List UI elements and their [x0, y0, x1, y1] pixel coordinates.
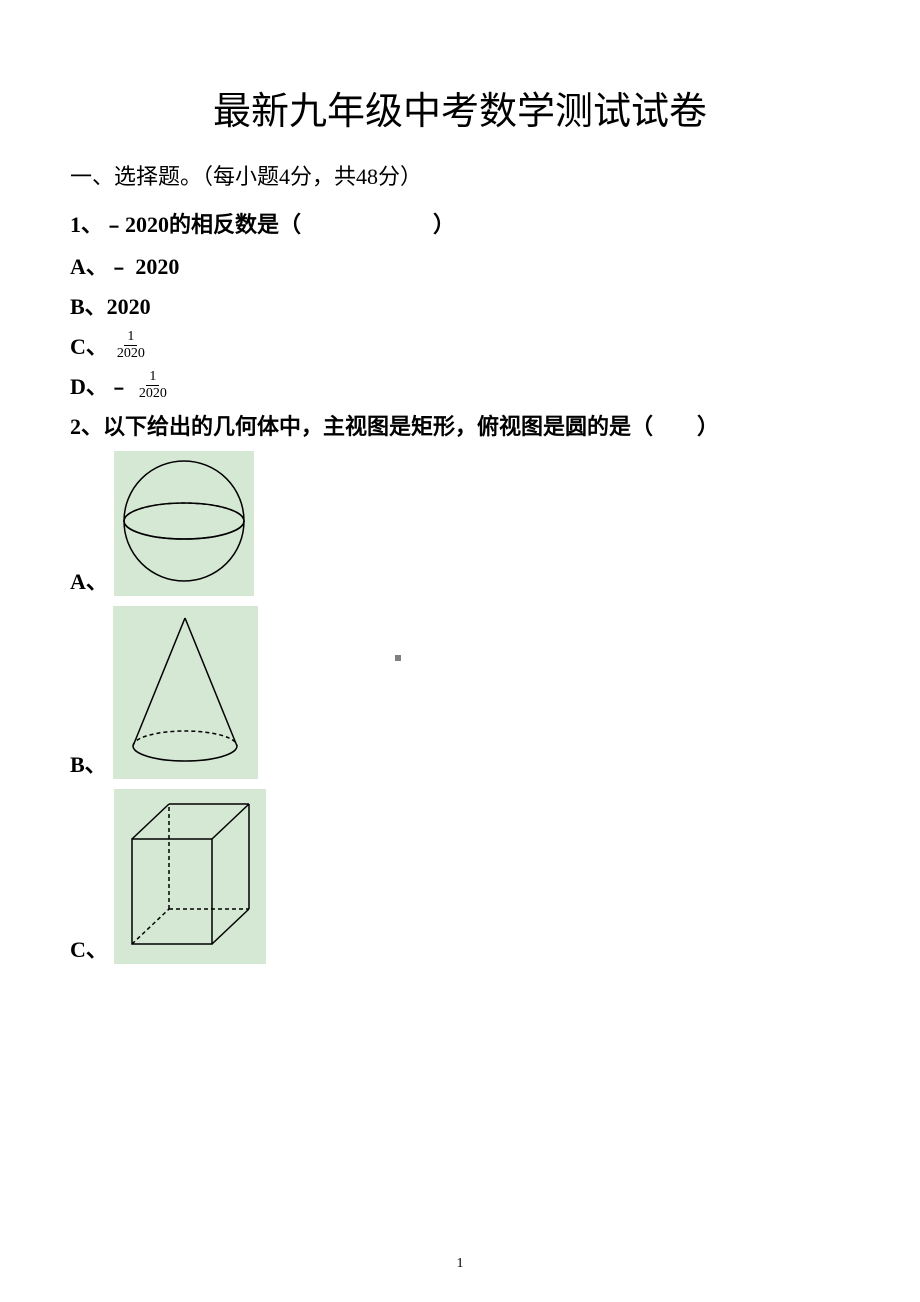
q1-opt-b-text: B、2020 [70, 289, 151, 321]
q1-opt-c-label: C、 [70, 329, 108, 361]
question-1: 1、﹣2020的相反数是（ ） [70, 207, 850, 239]
section-header: 一、选择题。（每小题4分，共48分） [70, 159, 850, 191]
q1-opt-a-text: A、﹣ 2020 [70, 249, 179, 281]
q2-option-b: B、 [70, 606, 850, 779]
q1-opt-d-fraction: 1 2020 [136, 369, 170, 401]
q2-opt-a-label: A、 [70, 564, 108, 596]
q1-option-d: D、﹣ 1 2020 [70, 369, 850, 401]
q2-opt-b-label: B、 [70, 747, 107, 779]
q2-option-a: A、 [70, 451, 850, 596]
cone-shape [113, 606, 258, 779]
question-2: 2、以下给出的几何体中，主视图是矩形，俯视图是圆的是（ ） [70, 409, 850, 441]
fraction-denominator: 2020 [136, 386, 170, 401]
q1-option-c: C、 1 2020 [70, 329, 850, 361]
q1-option-a: A、﹣ 2020 [70, 249, 850, 281]
q1-option-b: B、2020 [70, 289, 850, 321]
q1-opt-d-label: D、﹣ [70, 369, 130, 401]
sphere-icon [114, 451, 254, 591]
fraction-denominator: 2020 [114, 346, 148, 361]
cube-shape [114, 789, 266, 964]
cube-icon [114, 789, 266, 959]
q1-opt-c-fraction: 1 2020 [114, 329, 148, 361]
fraction-numerator: 1 [146, 369, 159, 385]
page-title: 最新九年级中考数学测试试卷 [70, 80, 850, 135]
cone-icon [113, 606, 258, 774]
decorative-square [395, 655, 401, 661]
sphere-shape [114, 451, 254, 596]
fraction-numerator: 1 [124, 329, 137, 345]
page-number: 1 [457, 1256, 464, 1272]
q2-option-c: C、 [70, 789, 850, 964]
q2-opt-c-label: C、 [70, 932, 108, 964]
